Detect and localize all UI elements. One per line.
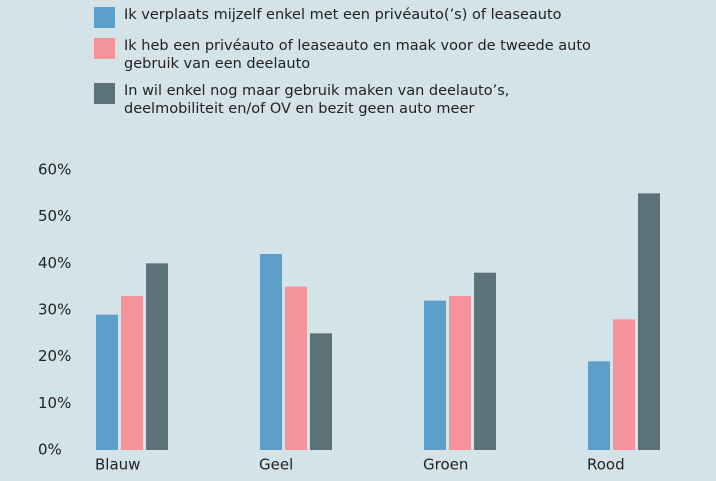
legend-label: Ik verplaats mijzelf enkel met een privé… <box>124 7 562 23</box>
y-tick-label: 20% <box>38 347 71 365</box>
legend-swatch <box>94 7 115 28</box>
bar <box>588 361 610 450</box>
bar <box>146 263 168 450</box>
legend-item: In wil enkel nog maar gebruik maken van … <box>94 82 634 118</box>
y-tick-label: 50% <box>38 207 71 225</box>
bar <box>96 314 118 450</box>
bar <box>260 254 282 450</box>
legend-swatch <box>94 38 115 59</box>
x-tick-label: Rood <box>587 456 625 474</box>
bar <box>285 286 307 450</box>
bar <box>638 193 660 451</box>
legend-label: In wil enkel nog maar gebruik maken van … <box>124 83 510 117</box>
y-tick-label: 60% <box>38 161 71 179</box>
legend-swatch <box>94 83 115 104</box>
x-tick-label: Blauw <box>95 456 140 474</box>
legend-item: Ik heb een privéauto of leaseauto en maa… <box>94 37 634 73</box>
x-tick-label: Groen <box>423 456 468 474</box>
legend-label: Ik heb een privéauto of leaseauto en maa… <box>124 38 591 72</box>
y-tick-label: 10% <box>38 394 71 412</box>
y-tick-label: 40% <box>38 254 71 272</box>
bar <box>310 333 332 450</box>
bar <box>449 296 471 450</box>
bar <box>121 296 143 450</box>
x-tick-label: Geel <box>259 456 293 474</box>
bar <box>424 300 446 450</box>
y-tick-label: 0% <box>38 441 62 459</box>
y-tick-label: 30% <box>38 301 71 319</box>
legend: Ik verplaats mijzelf enkel met een privé… <box>94 6 634 127</box>
bar <box>474 272 496 450</box>
bar <box>613 319 635 450</box>
legend-item: Ik verplaats mijzelf enkel met een privé… <box>94 6 634 28</box>
